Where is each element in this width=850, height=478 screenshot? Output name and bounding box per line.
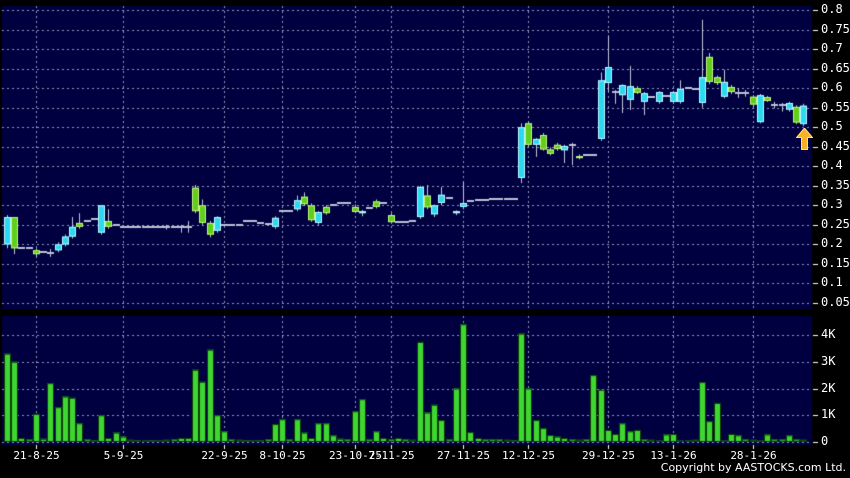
price-tick-label: 0.8 (821, 2, 843, 16)
date-tick-label: 23-10-25 (329, 449, 382, 462)
price-tick-label: 0.25 (821, 217, 850, 231)
date-tick-label: 21-8-25 (13, 449, 60, 462)
date-tick-label: 13-1-26 (650, 449, 697, 462)
volume-tick-label: 2K (821, 381, 836, 395)
date-tick-label: 8-10-25 (259, 449, 306, 462)
volume-tick-label: 3K (821, 354, 836, 368)
price-tick-label: 0.35 (821, 178, 850, 192)
price-tick-label: 0.6 (821, 80, 843, 94)
volume-tick-label: 4K (821, 327, 836, 341)
price-tick-label: 0.2 (821, 236, 843, 250)
up-arrow-icon (795, 128, 813, 150)
volume-tick-label: 0 (821, 434, 829, 448)
date-tick-label: 5-9-25 (103, 449, 144, 462)
price-tick-label: 0.75 (821, 22, 850, 36)
date-tick-label: 27-11-25 (437, 449, 490, 462)
price-tick-label: 0.3 (821, 197, 843, 211)
date-tick-label: 28-1-26 (730, 449, 777, 462)
price-tick-label: 0.7 (821, 41, 843, 55)
volume-tick-label: 1K (821, 407, 836, 421)
price-tick-label: 0.65 (821, 61, 850, 75)
price-tick-label: 0.45 (821, 139, 850, 153)
price-tick-label: 0.05 (821, 295, 850, 309)
date-tick-label: 12-12-25 (502, 449, 555, 462)
copyright-text: Copyright by AASTOCKS.com Ltd. (660, 461, 846, 474)
date-tick-label: 29-12-25 (582, 449, 635, 462)
price-tick-label: 0.4 (821, 158, 843, 172)
date-tick-label: 7-11-25 (368, 449, 415, 462)
date-tick-label: 22-9-25 (201, 449, 248, 462)
price-tick-label: 0.5 (821, 119, 843, 133)
price-tick-label: 0.55 (821, 100, 850, 114)
price-tick-label: 0.15 (821, 256, 850, 270)
price-tick-label: 0.1 (821, 275, 843, 289)
